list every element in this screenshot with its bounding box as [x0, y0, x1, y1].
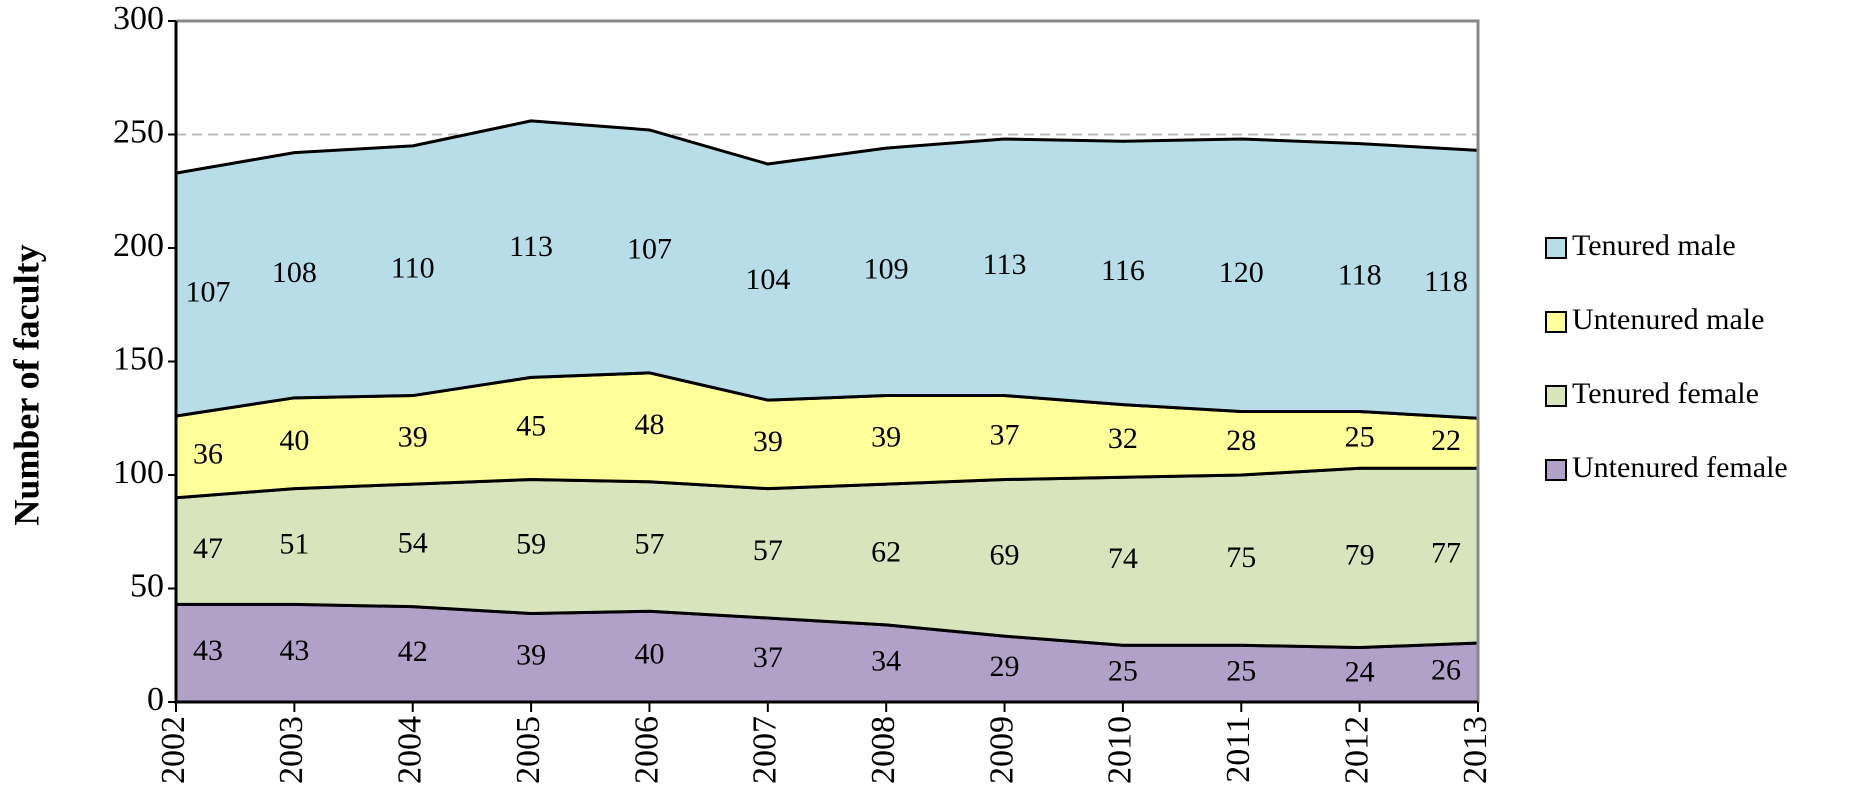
data-label: 113	[509, 230, 553, 263]
data-label: 32	[1108, 422, 1138, 455]
data-label: 118	[1338, 258, 1382, 291]
x-tick-label: 2006	[628, 716, 665, 784]
legend-swatch	[1545, 459, 1567, 481]
data-label: 43	[279, 634, 309, 667]
y-tick-label: 50	[130, 567, 164, 604]
data-label: 74	[1108, 542, 1138, 575]
data-label: 42	[398, 635, 428, 668]
area	[174, 119, 1480, 420]
data-label: 116	[1101, 254, 1145, 287]
x-tick-label: 2012	[1338, 716, 1375, 784]
data-label: 40	[634, 637, 664, 670]
data-label: 45	[516, 409, 546, 442]
data-label: 48	[634, 408, 664, 441]
x-tick-label: 2008	[865, 716, 902, 784]
data-label: 62	[871, 535, 901, 568]
data-label: 109	[864, 253, 909, 286]
legend-label: Untenured male	[1572, 303, 1764, 336]
data-label: 37	[990, 418, 1020, 451]
y-tick-label: 200	[113, 227, 164, 264]
y-tick-label: 100	[113, 454, 164, 491]
y-tick-label: 0	[147, 681, 164, 718]
data-label: 39	[516, 639, 546, 672]
x-tick-label: 2004	[392, 716, 429, 784]
data-label: 108	[272, 256, 317, 289]
data-label: 110	[391, 252, 435, 285]
legend-label: Tenured male	[1572, 229, 1736, 262]
data-label: 54	[398, 526, 428, 559]
data-label: 39	[398, 421, 428, 454]
data-label: 39	[871, 421, 901, 454]
x-tick-label: 2010	[1102, 716, 1139, 784]
x-tick-label: 2002	[155, 716, 192, 784]
data-label: 69	[990, 539, 1020, 572]
legend-swatch	[1545, 311, 1567, 333]
data-label: 47	[193, 532, 223, 565]
x-tick-label: 2009	[983, 716, 1020, 784]
y-axis-title: Number of faculty	[6, 244, 46, 525]
y-tick-label: 300	[113, 0, 164, 37]
x-tick-label: 2013	[1457, 716, 1494, 784]
data-label: 39	[753, 425, 783, 458]
data-label: 25	[1345, 421, 1375, 454]
data-label: 57	[753, 534, 783, 567]
data-label: 43	[193, 634, 223, 667]
data-label: 118	[1424, 265, 1468, 298]
legend-label: Tenured female	[1572, 377, 1759, 410]
x-tick-label: 2007	[747, 716, 784, 784]
data-label: 37	[753, 641, 783, 674]
legend-swatch	[1545, 385, 1567, 407]
data-label: 34	[871, 644, 901, 677]
data-label: 22	[1431, 424, 1461, 457]
data-label: 24	[1345, 656, 1375, 689]
data-label: 79	[1345, 539, 1375, 572]
data-label: 25	[1108, 655, 1138, 688]
data-label: 26	[1431, 653, 1461, 686]
plot-frame	[176, 19, 1480, 702]
y-tick-label: 250	[113, 113, 164, 150]
y-tick-label: 150	[113, 340, 164, 377]
data-label: 29	[990, 650, 1020, 683]
data-label: 107	[186, 275, 231, 308]
data-label: 77	[1431, 536, 1461, 569]
x-tick-label: 2011	[1220, 716, 1257, 783]
x-tick-label: 2005	[510, 716, 547, 784]
data-label: 40	[279, 424, 309, 457]
data-label: 25	[1226, 655, 1256, 688]
legend-label: Untenured female	[1572, 451, 1788, 484]
data-label: 113	[983, 248, 1027, 281]
data-label: 104	[745, 263, 790, 296]
data-label: 75	[1226, 541, 1256, 574]
data-label: 107	[627, 232, 672, 265]
data-label: 59	[516, 527, 546, 560]
data-label: 36	[193, 438, 223, 471]
data-label: 28	[1226, 424, 1256, 457]
x-tick-label: 2003	[273, 716, 310, 784]
data-label: 51	[279, 527, 309, 560]
data-label: 57	[634, 527, 664, 560]
data-label: 120	[1219, 256, 1264, 289]
legend-swatch	[1545, 237, 1567, 259]
